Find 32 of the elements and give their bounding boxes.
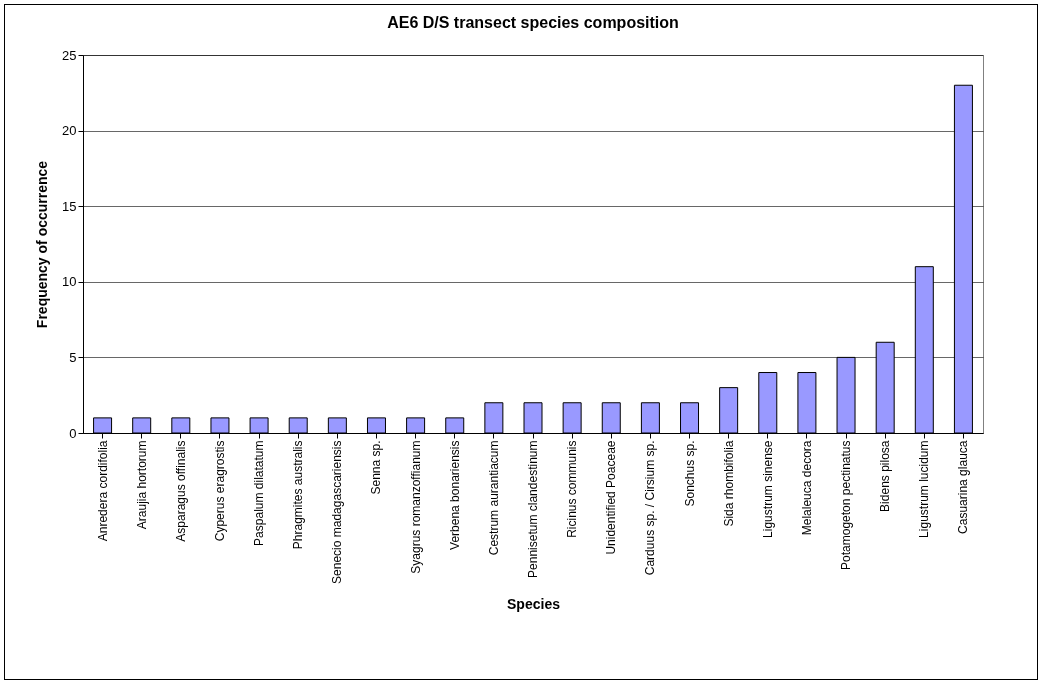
- x-tick-label: Carduus sp. / Cirsium sp.: [643, 440, 658, 576]
- x-tick-label: Pennisetum clandestinum: [526, 440, 540, 578]
- y-tick-label: 0: [69, 425, 77, 441]
- x-tick-label: Syagrus romanzoffianum: [408, 440, 423, 574]
- y-tick-label: 15: [62, 198, 77, 214]
- x-tick-label: Verbena bonariensis: [447, 440, 462, 550]
- x-tick-label: Unidentified Poaceae: [604, 440, 619, 555]
- x-tick-label: Melaleuca decora: [799, 440, 814, 536]
- x-tick-label: Casuarina glauca: [956, 440, 971, 534]
- x-tick-label: Sida rhombifolia: [721, 440, 736, 527]
- x-tick-label: Ricinus communis: [565, 440, 580, 538]
- x-axis-title: Species: [507, 595, 561, 612]
- y-axis-title: Frequency of occurrence: [34, 160, 51, 329]
- x-tick-label: Cestrum aurantiacum: [486, 440, 501, 556]
- x-tick-label: Araujia hortorum: [134, 440, 149, 530]
- x-tick-label: Sonchus sp.: [682, 440, 697, 507]
- y-tick-label: 20: [62, 123, 77, 139]
- y-tick-label: 25: [62, 47, 77, 63]
- x-tick-label: Anredera cordifolia: [95, 440, 110, 542]
- y-tick-label: 5: [69, 349, 77, 365]
- x-tick-label: Senna sp.: [369, 440, 384, 495]
- x-tick-label: Phragmites australis: [291, 440, 306, 550]
- x-tick-label: Ligustrum lucidum: [917, 440, 932, 538]
- x-tick-label: Senecio madagascariensis: [330, 440, 345, 584]
- x-tick-label: Cyperus eragrostis: [212, 440, 227, 542]
- x-tick-label: Ligustrum sinense: [760, 440, 775, 538]
- chart-title: AE6 D/S transect species composition: [387, 14, 679, 31]
- x-tick-label: Potamogeton pectinatus: [839, 440, 854, 570]
- x-tick-label: Paspalum dilatatum: [252, 440, 267, 546]
- x-tick-label: Asparagus offinalis: [173, 440, 188, 542]
- y-tick-label: 10: [62, 274, 77, 290]
- x-tick-label: Bidens pilosa: [878, 440, 893, 512]
